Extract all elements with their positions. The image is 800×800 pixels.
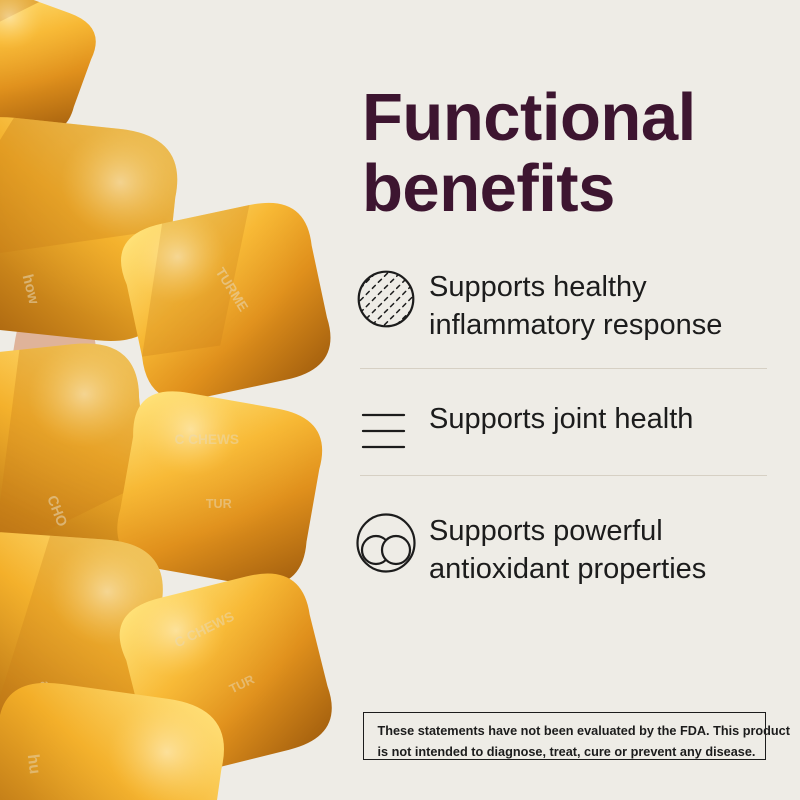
svg-text:TUR: TUR: [206, 497, 232, 511]
svg-text:C CHEWS: C CHEWS: [175, 432, 239, 447]
svg-text:hu: hu: [24, 753, 44, 775]
